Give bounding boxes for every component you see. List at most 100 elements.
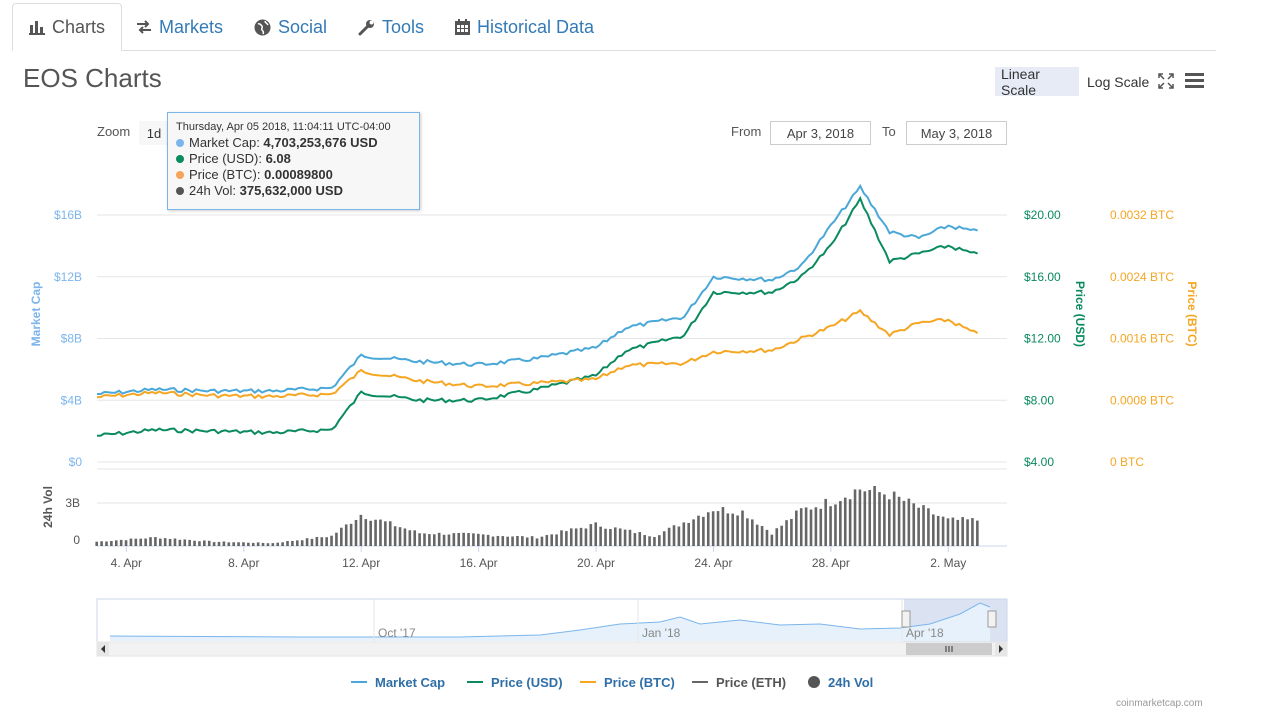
price-btc-tick-label: 0 BTC <box>1110 455 1144 469</box>
volume-bar <box>432 534 436 546</box>
log-scale-button[interactable]: Log Scale <box>1087 73 1150 90</box>
tab-historical-data[interactable]: Historical Data <box>455 3 594 51</box>
tab-tools[interactable]: Tools <box>358 3 424 51</box>
volume-bar <box>110 540 113 546</box>
navigator-area <box>110 603 990 641</box>
volume-bar <box>359 514 363 546</box>
volume-bar <box>340 527 343 546</box>
volume-bar <box>119 539 123 546</box>
legend-price-btc[interactable]: Price (BTC) <box>580 672 675 692</box>
x-tick-label: 20. Apr <box>577 556 615 570</box>
volume-bar <box>320 537 324 546</box>
volume-bar <box>677 526 681 546</box>
globe-icon <box>254 19 271 35</box>
volume-tick-label: 3B <box>65 496 80 510</box>
volume-bar <box>300 540 304 546</box>
volume-bar <box>697 515 700 546</box>
volume-bar <box>384 521 387 546</box>
volume-bar <box>423 533 426 546</box>
page-title: EOS Charts <box>23 63 162 93</box>
market-cap-tick-label: $8B <box>61 332 82 346</box>
legend-24h-vol[interactable]: 24h Vol <box>808 672 873 692</box>
volume-bar <box>144 538 147 546</box>
volume-tick-label: 0 <box>73 533 80 547</box>
volume-bar <box>966 519 969 546</box>
volume-bar <box>545 535 549 546</box>
linear-scale-button[interactable]: Linear Scale <box>995 66 1079 98</box>
volume-bar <box>178 539 182 546</box>
market-cap-tick-label: $4B <box>61 393 82 407</box>
volume-bar <box>785 520 788 546</box>
market-cap-line <box>97 183 978 395</box>
volume-bar <box>344 524 348 546</box>
volume-bar <box>203 540 206 546</box>
tab-social[interactable]: Social <box>254 3 327 51</box>
volume-bar <box>716 511 720 546</box>
volume-bar <box>829 506 832 546</box>
volume-bar <box>687 522 690 546</box>
legend-price-usd[interactable]: Price (USD) <box>467 672 563 692</box>
tab-charts[interactable]: Charts <box>12 3 123 51</box>
volume-bar <box>633 533 637 546</box>
volume-bar <box>467 533 470 546</box>
volume-bar <box>295 540 299 546</box>
volume-bar <box>305 538 309 546</box>
volume-bar <box>672 525 676 546</box>
volume-bar <box>956 519 960 546</box>
volume-bar <box>232 542 235 546</box>
volume-bar <box>932 514 935 546</box>
volume-bar <box>682 522 686 546</box>
volume-bar <box>217 541 221 546</box>
volume-bar <box>711 511 715 546</box>
volume-bar <box>927 508 930 546</box>
credit-link[interactable]: coinmarketcap.com <box>1116 698 1203 709</box>
x-tick-label: 12. Apr <box>342 556 380 570</box>
volume-bar <box>281 542 284 546</box>
calendar-icon <box>455 19 470 35</box>
volume-bar <box>418 533 421 546</box>
volume-bar <box>878 492 881 546</box>
volume-bar <box>193 540 196 546</box>
fullscreen-icon[interactable] <box>1158 73 1174 89</box>
volume-bar <box>266 543 270 546</box>
bar-chart-icon <box>29 20 45 35</box>
volume-bar <box>907 498 911 546</box>
volume-bar <box>550 534 553 546</box>
volume-bar <box>609 528 612 546</box>
volume-bar <box>902 500 906 546</box>
to-date-input[interactable]: May 3, 2018 <box>906 121 1007 145</box>
tab-markets[interactable]: Markets <box>136 3 223 51</box>
zoom-1d-button[interactable]: 1d <box>139 121 169 145</box>
navigator-handle-left <box>901 610 911 628</box>
market-cap-tick-label: $0 <box>69 455 83 469</box>
price-usd-tick-label: $8.00 <box>1024 393 1054 407</box>
legend-market-cap[interactable]: Market Cap <box>351 672 445 692</box>
menu-icon[interactable] <box>1185 73 1204 88</box>
volume-bar <box>477 533 480 546</box>
volume-bar <box>525 537 529 546</box>
legend-price-eth[interactable]: Price (ETH) <box>692 672 786 692</box>
volume-bar <box>256 542 260 546</box>
tooltip-row-price-usd: Price (USD): 6.08 <box>176 151 411 167</box>
volume-bar <box>452 533 456 546</box>
volume-bar <box>183 539 187 546</box>
volume-bar <box>95 541 98 546</box>
scrollbar-grip-icon <box>945 646 953 652</box>
from-date-input[interactable]: Apr 3, 2018 <box>770 121 871 145</box>
volume-bar <box>496 535 500 546</box>
volume-bar <box>501 536 505 546</box>
volume-bar <box>755 524 759 546</box>
volume-bar <box>692 519 695 546</box>
volume-bar <box>941 516 945 546</box>
wrench-icon <box>358 19 374 35</box>
volume-dot-icon <box>808 676 820 688</box>
tooltip-row-price-btc: Price (BTC): 0.00089800 <box>176 167 411 183</box>
volume-bar <box>276 542 280 546</box>
to-label: To <box>882 124 896 139</box>
tab-bar: Charts Markets Social Tools Historical D… <box>12 3 1216 51</box>
price-usd-axis-title: Price (USD) <box>1073 281 1087 347</box>
volume-bar <box>750 519 754 546</box>
x-tick-label: 2. May <box>930 556 966 570</box>
exchange-icon <box>137 20 151 34</box>
